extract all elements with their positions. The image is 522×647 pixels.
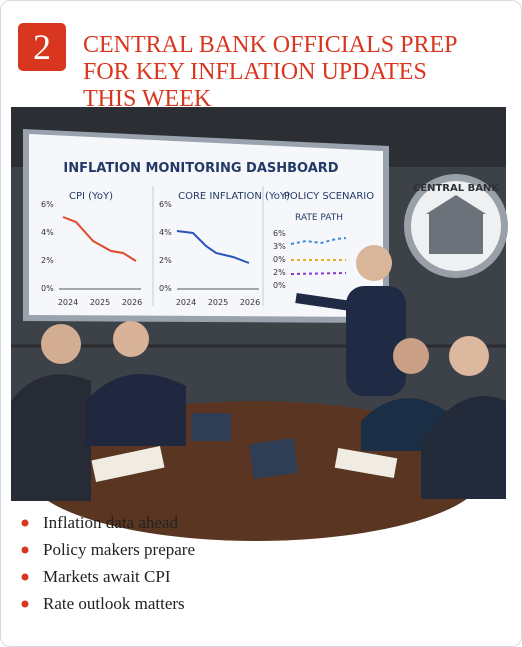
panel-y-tick: 2% [41, 256, 54, 265]
panel-y-tick: 2% [159, 256, 172, 265]
bullet-dot [21, 573, 29, 581]
panel-x-tick: 2024 [58, 298, 78, 307]
seal-text: CENTRAL BANK [413, 183, 500, 194]
panel-title: CPI (YoY) [69, 191, 113, 202]
bullet-dot [21, 519, 29, 527]
headline-line: CENTRAL BANK OFFICIALS PREP [83, 32, 458, 58]
panel-subtitle: RATE PATH [295, 213, 343, 223]
panel-y-tick: 3% [273, 242, 286, 251]
panel-y-tick: 6% [159, 200, 172, 209]
panel-y-tick: 4% [41, 228, 54, 237]
bullet-text: Policy makers prepare [43, 540, 195, 559]
bullet-text: Markets await CPI [43, 567, 171, 586]
dashboard-title: INFLATION MONITORING DASHBOARD [63, 161, 338, 176]
headline-line: FOR KEY INFLATION UPDATES [83, 59, 427, 85]
bullet-dot [21, 600, 29, 608]
bullet-list: Inflation data ahead Policy makers prepar… [21, 513, 195, 613]
panel-x-tick: 2025 [90, 298, 110, 307]
badge-box [18, 23, 66, 71]
panel-y-tick: 0% [273, 255, 286, 264]
panel-x-tick: 2026 [122, 298, 142, 307]
panel-x-tick: 2026 [240, 298, 260, 307]
panel-y-tick: 2% [273, 268, 286, 277]
panel-y-tick: 6% [41, 200, 54, 209]
panel-y-tick: 0% [273, 281, 286, 290]
panel-x-tick: 2024 [176, 298, 196, 307]
panel-y-tick: 6% [273, 229, 286, 238]
badge: 2 [33, 27, 51, 67]
illustration: INFLATION MONITORING DASHBOARD CPI (YoY)… [11, 107, 508, 541]
bullet-dot [21, 546, 29, 554]
panel-x-tick: 2025 [208, 298, 228, 307]
panel-y-tick: 0% [159, 284, 172, 293]
panel-title: CORE INFLATION (YoY) [178, 191, 290, 202]
panel-title: POLICY SCENARIO [284, 191, 374, 202]
bullet-text: Inflation data ahead [43, 513, 178, 532]
panel-y-tick: 4% [159, 228, 172, 237]
panel-y-tick: 0% [41, 284, 54, 293]
bullet-text: Rate outlook matters [43, 594, 185, 613]
panels: CPI (YoY) 6% 4% 2% 0% 2024 2025 2026 CORE INFLAT… [41, 191, 374, 307]
